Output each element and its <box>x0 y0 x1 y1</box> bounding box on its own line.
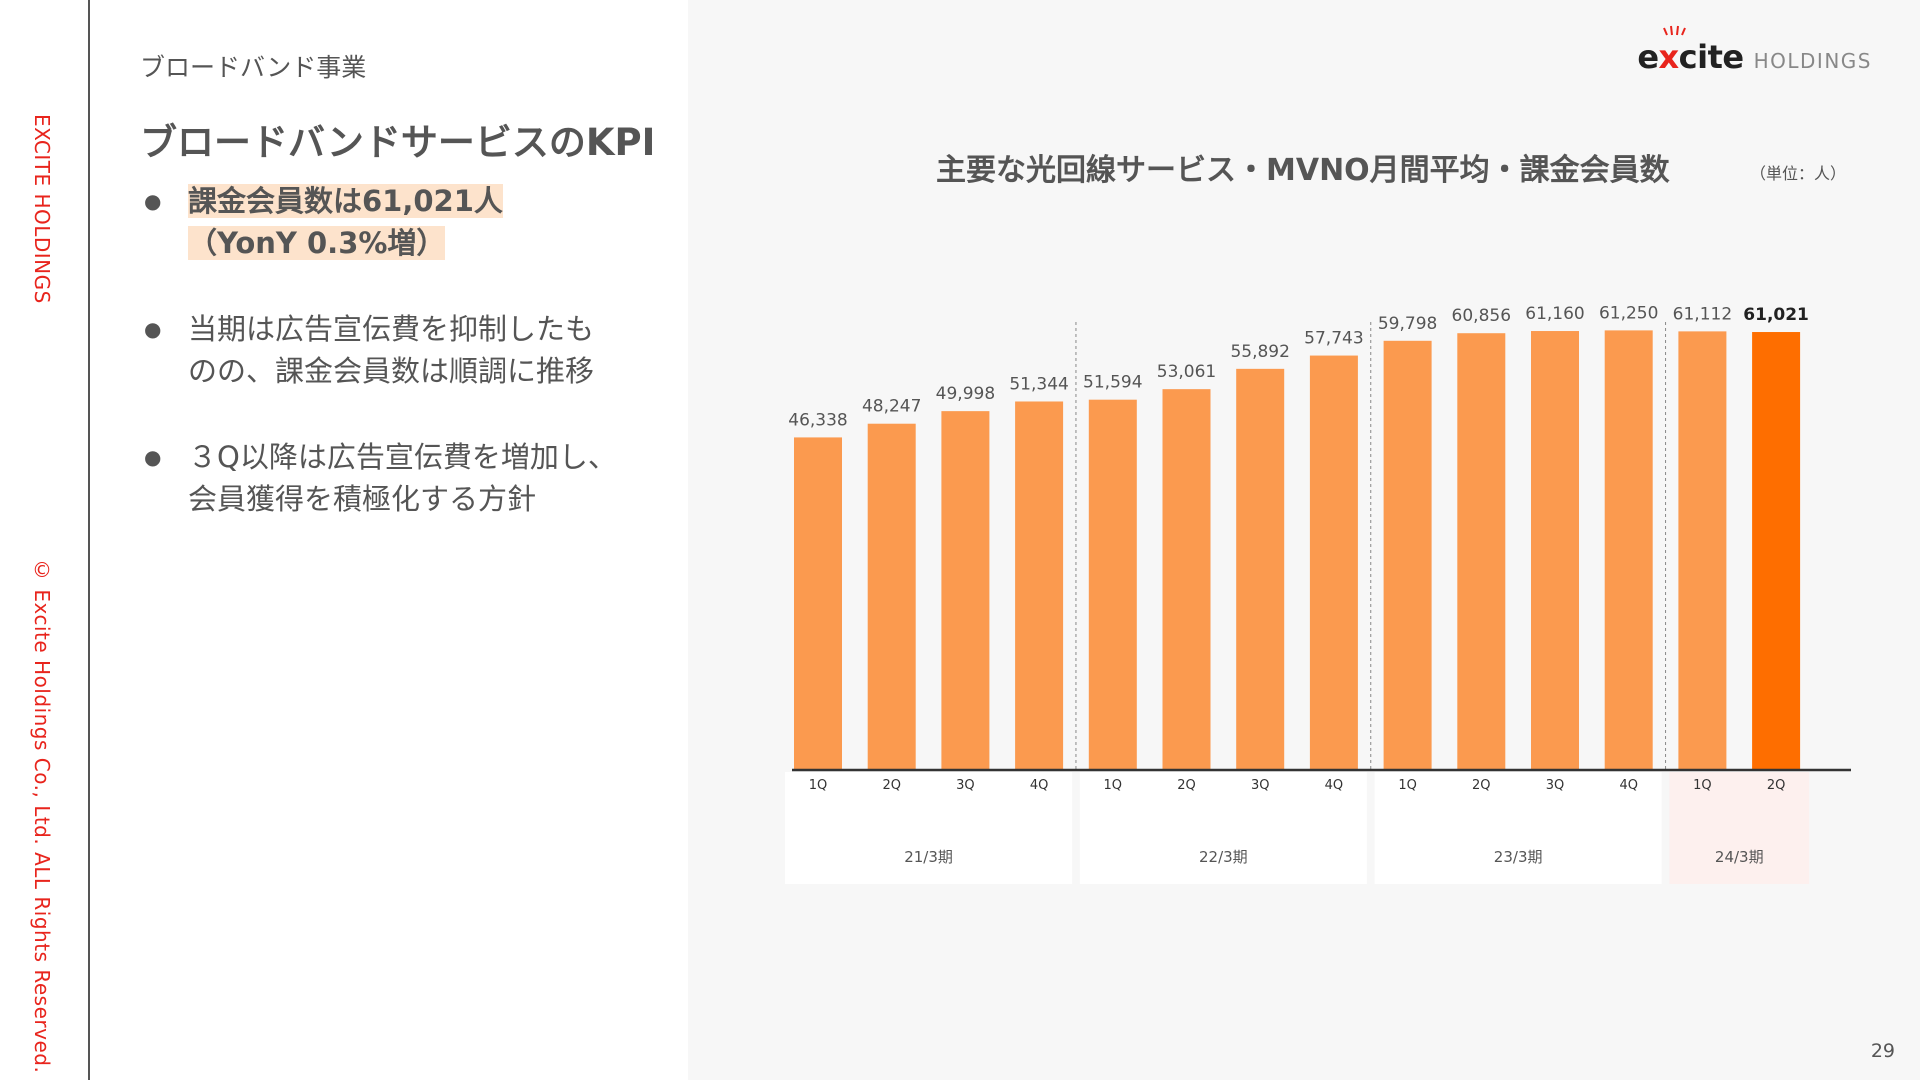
period-box <box>1669 772 1810 884</box>
bullet-item-advertising: 当期は広告宣伝費を抑制したも のの、課金会員数は順調に推移 <box>142 308 662 392</box>
logo-wordmark: excite <box>1637 25 1744 76</box>
bar <box>1678 331 1727 770</box>
period-label: 21/3期 <box>904 848 953 866</box>
x-tick-label: 2Q <box>1767 778 1786 793</box>
bullet-line: 会員獲得を積極化する方針 <box>188 482 537 516</box>
period-box <box>785 772 1073 884</box>
x-tick-label: 1Q <box>809 778 828 793</box>
x-tick-label: 3Q <box>1546 778 1565 793</box>
bullet-item-policy: ３Q以降は広告宣伝費を増加し、 会員獲得を積極化する方針 <box>142 436 662 520</box>
bar <box>1604 330 1653 770</box>
x-tick-label: 4Q <box>1619 778 1638 793</box>
bar <box>1752 332 1801 770</box>
bar <box>1531 331 1579 770</box>
data-label: 46,338 <box>788 410 847 430</box>
x-tick-label: 2Q <box>1177 778 1196 793</box>
bullet-line: のの、課金会員数は順調に推移 <box>188 354 595 388</box>
page-number: 29 <box>1870 1040 1895 1062</box>
logo-x-letter: x <box>1658 38 1680 76</box>
data-label: 60,856 <box>1452 306 1511 326</box>
section-label: ブロードバンド事業 <box>140 53 367 82</box>
page-title: ブロードバンドサービスのKPI <box>140 121 656 164</box>
bar <box>1162 389 1211 770</box>
bullet-line: 当期は広告宣伝費を抑制したも <box>188 312 595 346</box>
data-label: 48,247 <box>862 397 921 417</box>
bar <box>1088 399 1137 770</box>
data-label: 51,344 <box>1009 374 1068 394</box>
bullet-line: 課金会員数は61,021人 <box>188 184 503 218</box>
bar <box>1457 333 1506 770</box>
bar <box>1236 368 1285 770</box>
period-box <box>1374 772 1662 884</box>
sidebar: EXCITE HOLDINGS © Excite Holdings Co., L… <box>0 0 90 1080</box>
bar <box>941 411 990 770</box>
bar <box>1015 401 1064 770</box>
data-label: 51,594 <box>1083 373 1142 393</box>
period-label: 23/3期 <box>1494 848 1543 866</box>
x-tick-label: 3Q <box>1251 778 1270 793</box>
data-label: 49,998 <box>936 384 995 404</box>
logo-spark-icon <box>1663 25 1687 36</box>
sidebar-company-name: EXCITE HOLDINGS <box>30 114 54 304</box>
bar <box>1309 355 1358 770</box>
chart-title: 主要な光回線サービス・MVNO月間平均・課金会員数 <box>936 153 1670 188</box>
period-label: 22/3期 <box>1199 848 1248 866</box>
x-tick-label: 1Q <box>1398 778 1417 793</box>
data-label: 59,798 <box>1378 314 1437 334</box>
x-tick-label: 4Q <box>1325 778 1344 793</box>
x-tick-label: 1Q <box>1104 778 1123 793</box>
data-label: 61,250 <box>1599 303 1658 323</box>
data-label: 57,743 <box>1304 329 1363 349</box>
excite-holdings-logo: excite HOLDINGS <box>1637 25 1872 76</box>
period-label: 24/3期 <box>1715 848 1764 866</box>
bullet-line: ３Q以降は広告宣伝費を増加し、 <box>188 440 617 474</box>
bar <box>867 423 916 770</box>
bullet-item-members: 課金会員数は61,021人 （YonY 0.3%増） <box>142 180 662 264</box>
data-label: 61,160 <box>1525 304 1584 324</box>
sidebar-copyright: © Excite Holdings Co., Ltd. ALL Rights R… <box>30 558 54 1074</box>
x-tick-label: 2Q <box>882 778 901 793</box>
data-label: 53,061 <box>1157 362 1216 382</box>
data-label: 61,112 <box>1673 304 1732 324</box>
data-label: 55,892 <box>1230 342 1289 362</box>
logo-holdings-text: HOLDINGS <box>1753 49 1872 73</box>
bar <box>1383 340 1432 770</box>
kpi-bullet-list: 課金会員数は61,021人 （YonY 0.3%増） 当期は広告宣伝費を抑制した… <box>142 180 662 564</box>
x-tick-label: 3Q <box>956 778 975 793</box>
bullet-line: （YonY 0.3%増） <box>188 226 446 260</box>
x-tick-label: 1Q <box>1693 778 1712 793</box>
bar <box>794 437 842 770</box>
chart-unit-label: （単位：人） <box>1750 164 1847 183</box>
period-box <box>1079 772 1367 884</box>
x-tick-label: 2Q <box>1472 778 1491 793</box>
x-tick-label: 4Q <box>1030 778 1049 793</box>
data-label: 61,021 <box>1743 305 1809 325</box>
